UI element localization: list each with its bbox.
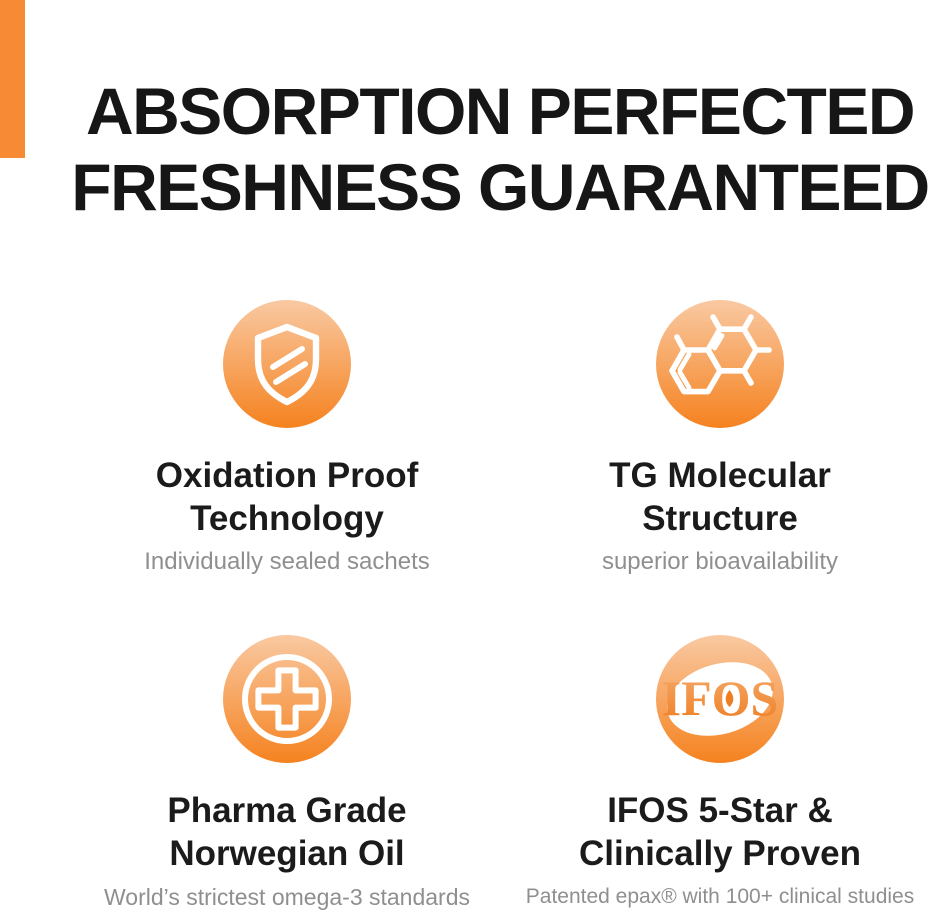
feature-ifos-certified: IFOS IFOS 5-Star & Clinically Proven Pat… bbox=[490, 635, 939, 911]
headline-line-2: FRESHNESS GUARANTEED bbox=[71, 150, 930, 224]
feature-subtitle: Patented epax® with 100+ clinical studie… bbox=[525, 885, 915, 908]
feature-title-line-1: IFOS 5-Star & bbox=[607, 791, 833, 830]
feature-subtitle: World’s strictest omega-3 standards bbox=[103, 884, 471, 910]
feature-title: TG Molecular Structure bbox=[609, 454, 831, 540]
feature-title-line-2: Clinically Proven bbox=[578, 834, 862, 873]
molecule-icon bbox=[669, 314, 772, 395]
fish-icon bbox=[725, 690, 734, 707]
icon-circle bbox=[223, 300, 351, 428]
feature-title: Oxidation Proof Technology bbox=[156, 454, 419, 540]
feature-title-line-2: Technology bbox=[190, 499, 384, 538]
accent-bar bbox=[0, 0, 25, 158]
icon-circle bbox=[223, 635, 351, 763]
feature-title-line-2: Structure bbox=[642, 499, 798, 538]
feature-subtitle: Individually sealed sachets bbox=[144, 548, 430, 575]
feature-title: IFOS 5-Star & Clinically Proven bbox=[579, 789, 861, 875]
medical-cross-icon bbox=[242, 654, 332, 744]
feature-title-line-1: Oxidation Proof bbox=[155, 456, 419, 495]
feature-title: Pharma Grade Norwegian Oil bbox=[167, 789, 406, 875]
ifos-logo: IFOS bbox=[662, 662, 779, 736]
shield-icon bbox=[254, 323, 320, 406]
feature-title-line-1: TG Molecular bbox=[609, 456, 831, 495]
feature-oxidation-proof: Oxidation Proof Technology Individually … bbox=[57, 300, 517, 576]
icon-circle bbox=[656, 300, 784, 428]
icon-circle: IFOS bbox=[656, 635, 784, 763]
feature-subtitle: superior bioavailability bbox=[601, 548, 839, 575]
headline: ABSORPTION PERFECTED FRESHNESS GUARANTEE… bbox=[71, 73, 930, 225]
feature-title-line-1: Pharma Grade bbox=[167, 791, 407, 830]
headline-line-1: ABSORPTION PERFECTED bbox=[85, 74, 916, 148]
feature-pharma-grade: Pharma Grade Norwegian Oil World’s stric… bbox=[57, 635, 517, 911]
feature-tg-molecular: TG Molecular Structure superior bioavail… bbox=[490, 300, 939, 576]
feature-title-line-2: Norwegian Oil bbox=[169, 834, 405, 873]
ifos-logo-text: IFOS bbox=[662, 670, 779, 726]
